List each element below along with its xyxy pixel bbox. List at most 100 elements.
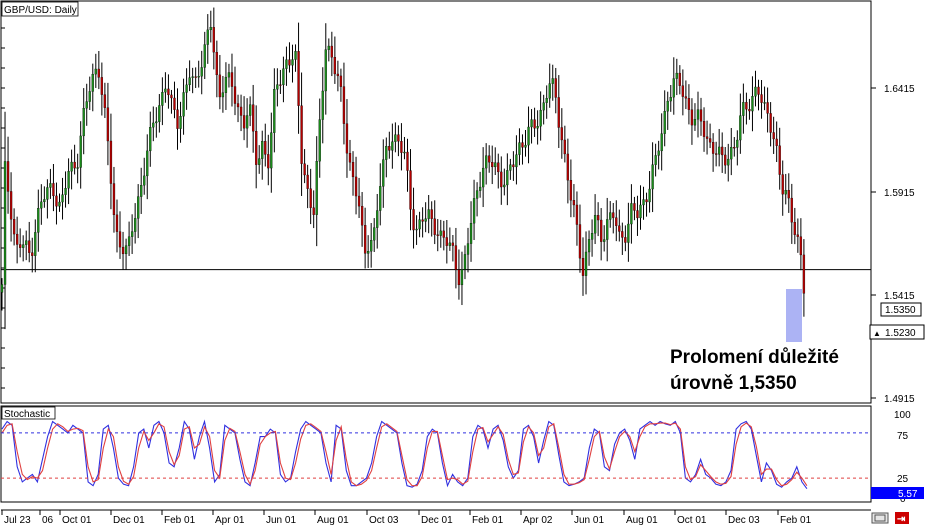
candle (675, 58, 678, 96)
candle (587, 230, 591, 266)
candle (22, 235, 25, 262)
candle (345, 99, 349, 178)
candle (506, 153, 509, 206)
stochastic-title: Stochastic (4, 409, 50, 420)
candle (206, 14, 209, 64)
candle (648, 171, 651, 213)
candle (618, 209, 621, 242)
candle (491, 145, 494, 185)
time-tick-label: Feb 01 (472, 515, 504, 525)
candle (545, 85, 548, 119)
time-tick-label: Jul 23 (4, 515, 31, 525)
candle (406, 138, 409, 192)
candle (342, 62, 346, 145)
candle (354, 156, 358, 215)
candle (133, 203, 137, 244)
candle (391, 123, 394, 169)
candle (415, 215, 418, 245)
candle (212, 7, 215, 70)
candle (542, 94, 545, 125)
candle (61, 177, 64, 220)
candle (179, 101, 182, 143)
candle (521, 134, 524, 165)
candle (642, 186, 645, 220)
stochastic-title-box (1, 406, 56, 420)
candle (754, 70, 757, 107)
time-tick-label: Oct 03 (369, 515, 399, 525)
time-tick-label: Aug 01 (626, 515, 658, 525)
candle (569, 159, 573, 218)
candle (572, 184, 576, 218)
candle (288, 42, 291, 73)
candle (530, 109, 533, 144)
candle (515, 135, 518, 185)
candle (784, 173, 787, 205)
candle (566, 138, 570, 204)
candle (46, 179, 49, 219)
candle (76, 153, 79, 184)
candle (164, 72, 167, 103)
candle (678, 65, 681, 95)
candle (185, 68, 188, 110)
candle (603, 225, 606, 252)
stochastic-value-box (871, 487, 924, 499)
candle (654, 143, 657, 177)
time-tick-label: Jun 01 (574, 515, 604, 525)
candle (245, 98, 249, 148)
candle (460, 251, 464, 306)
candle (137, 184, 140, 239)
candle (724, 147, 727, 174)
candle (418, 211, 421, 238)
candle (221, 75, 225, 113)
annotation-line-1: Prolomení důležité (670, 347, 839, 368)
candle (533, 107, 536, 137)
price-tick-label: 1.6415 (884, 84, 915, 95)
candle (527, 106, 530, 164)
candle (663, 90, 666, 147)
candle (497, 153, 500, 189)
candle (191, 67, 194, 94)
candle (182, 78, 185, 135)
chart-title-box (1, 1, 79, 17)
candle (624, 225, 627, 252)
candle (121, 231, 125, 270)
candle (306, 164, 309, 209)
candle (348, 139, 352, 171)
candle (273, 68, 276, 153)
candle (40, 184, 43, 225)
shift-end-icon[interactable]: ⇥ (895, 512, 909, 525)
candle (421, 207, 424, 238)
candle (584, 231, 588, 295)
candle (215, 40, 218, 98)
candle (294, 44, 297, 72)
candle (103, 82, 107, 118)
candle (702, 107, 706, 152)
candle (563, 125, 566, 163)
candle (394, 122, 397, 153)
candle (106, 82, 110, 166)
candle (318, 98, 321, 178)
candle (124, 238, 128, 270)
candle (696, 91, 700, 138)
candle (672, 57, 675, 115)
stochastic-tick-label: 75 (897, 431, 909, 442)
candle (309, 168, 312, 225)
candle (357, 177, 361, 218)
candle (684, 80, 688, 110)
time-tick-label: Dec 01 (113, 515, 145, 525)
candle (373, 218, 376, 252)
candle (630, 184, 633, 244)
candle (73, 144, 76, 175)
time-tick-label: 06 (42, 515, 54, 525)
candle (781, 160, 784, 216)
candle (451, 234, 455, 262)
current-price-marker-icon: ▲ (873, 329, 881, 338)
scroll-icon[interactable] (871, 512, 889, 524)
candle (224, 62, 228, 110)
candle (312, 190, 315, 229)
stochastic-d-line (1, 422, 808, 487)
candle (436, 219, 439, 252)
candle (363, 207, 367, 269)
annotation-line-2: úrovně 1,5350 (670, 373, 797, 394)
candle (714, 141, 718, 167)
